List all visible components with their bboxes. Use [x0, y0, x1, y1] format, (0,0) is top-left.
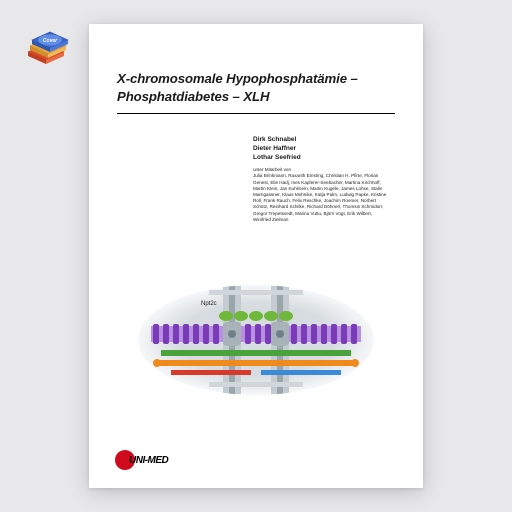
author-3: Lothar Seefried: [253, 154, 393, 163]
authors-block: Dirk Schnabel Dieter Haffner Lothar Seef…: [253, 136, 393, 223]
publisher-logo: UNI-MED: [115, 450, 168, 470]
title-line-1: X-chromosomale Hypophosphatämie –: [117, 71, 358, 86]
author-2: Dieter Haffner: [253, 145, 393, 154]
svg-text:Npt2c: Npt2c: [201, 301, 217, 307]
author-list: Dirk Schnabel Dieter Haffner Lothar Seef…: [253, 136, 393, 162]
author-1: Dirk Schnabel: [253, 136, 393, 145]
svg-text:Cover: Cover: [43, 38, 58, 44]
book-cover: X-chromosomale Hypophosphatämie – Phosph…: [89, 24, 423, 488]
chromosome-diagram: Npt2c: [131, 280, 381, 400]
title-rule: [117, 113, 395, 114]
books-stack-icon: Cover: [18, 14, 74, 70]
contributors-list: Julia Brinkmann, Raxanth Emsting, Christ…: [253, 173, 388, 223]
cover-title: X-chromosomale Hypophosphatämie – Phosph…: [117, 70, 395, 107]
logo-text: UNI-MED: [129, 455, 168, 466]
title-line-2: Phosphatdiabetes – XLH: [117, 89, 269, 104]
